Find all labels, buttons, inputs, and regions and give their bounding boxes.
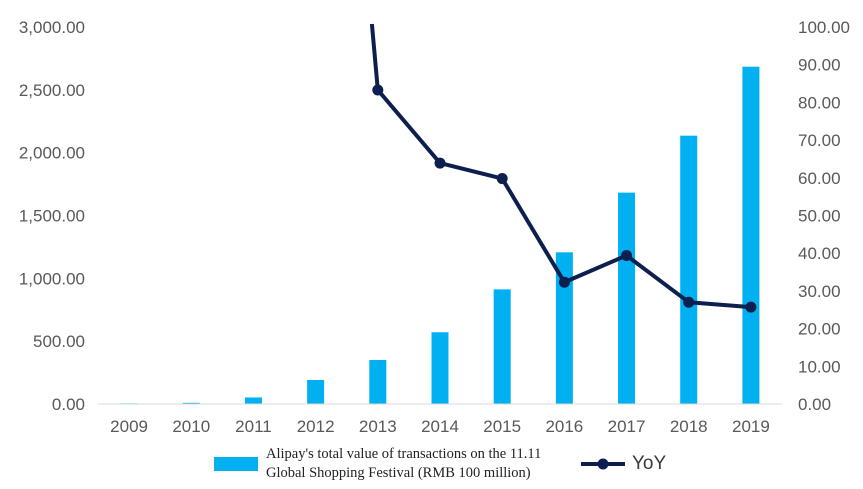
right-tick-label: 80.00 (798, 93, 841, 112)
bar (680, 135, 698, 404)
bar (182, 402, 200, 404)
x-tick-label: 2014 (421, 417, 459, 436)
yoy-point (372, 84, 384, 96)
bar-series (120, 66, 760, 405)
x-tick-label: 2013 (359, 417, 397, 436)
legend-bar-label-line2: Global Shopping Festival (RMB 100 millio… (266, 465, 531, 481)
left-axis-ticks: 0.00 500.00 1,000.00 1,500.00 2,000.00 2,500.… (19, 18, 85, 414)
x-tick-label: 2009 (110, 417, 148, 436)
x-tick-label: 2012 (297, 417, 335, 436)
x-axis-ticks: 2009 2010 2011 2012 2013 2014 2015 2016 2017 2018… (110, 417, 770, 436)
yoy-point (621, 249, 633, 261)
left-tick-label: 500.00 (33, 332, 85, 351)
left-tick-label: 2,500.00 (19, 81, 85, 100)
x-tick-label: 2018 (670, 417, 708, 436)
right-tick-label: 90.00 (798, 56, 841, 75)
legend-bar-label: Alipay's total value of transactions on … (266, 445, 566, 483)
bar (555, 252, 573, 404)
left-tick-label: 0.00 (52, 395, 85, 414)
right-tick-label: 60.00 (798, 169, 841, 188)
right-tick-label: 100.00 (798, 18, 850, 37)
bar (493, 289, 511, 404)
right-tick-label: 70.00 (798, 131, 841, 150)
bar (431, 332, 449, 404)
x-tick-label: 2011 (235, 417, 272, 436)
x-tick-label: 2016 (545, 417, 583, 436)
right-tick-label: 40.00 (798, 244, 841, 263)
legend-bar-label-line1: Alipay's total value of transactions on … (266, 446, 542, 462)
x-tick-label: 2019 (732, 417, 770, 436)
combo-chart: 0.00 500.00 1,000.00 1,500.00 2,000.00 2,500.… (19, 18, 850, 436)
yoy-point (683, 296, 695, 308)
legend-line-swatch (581, 458, 625, 470)
legend-line-entry: YoY (580, 444, 666, 484)
x-tick-label: 2010 (172, 417, 210, 436)
right-tick-label: 20.00 (798, 320, 841, 339)
legend-bar-swatch (214, 457, 258, 471)
x-tick-label: 2017 (608, 417, 646, 436)
bar (369, 360, 387, 404)
right-tick-label: 30.00 (798, 282, 841, 301)
legend-bar-entry: Alipay's total value of transactions on … (214, 444, 566, 484)
x-tick-label: 2015 (483, 417, 521, 436)
bar (307, 379, 325, 404)
legend-line-label: YoY (632, 453, 667, 474)
right-axis-ticks: 0.00 10.00 20.00 30.00 40.00 50.00 60.00 70.00 8… (798, 18, 850, 414)
yoy-point (496, 173, 508, 185)
right-tick-label: 10.00 (798, 357, 841, 376)
bar (742, 66, 760, 404)
right-tick-label: 50.00 (798, 207, 841, 226)
yoy-point (558, 276, 570, 288)
bar (244, 397, 262, 404)
left-tick-label: 2,000.00 (19, 144, 85, 163)
left-tick-label: 3,000.00 (19, 18, 85, 37)
left-tick-label: 1,000.00 (19, 269, 85, 288)
left-tick-label: 1,500.00 (19, 207, 85, 226)
yoy-line-series (369, 23, 757, 313)
bar (618, 192, 636, 404)
yoy-line (369, 23, 752, 310)
yoy-point (745, 301, 757, 313)
yoy-point (434, 157, 446, 169)
right-tick-label: 0.00 (798, 395, 831, 414)
